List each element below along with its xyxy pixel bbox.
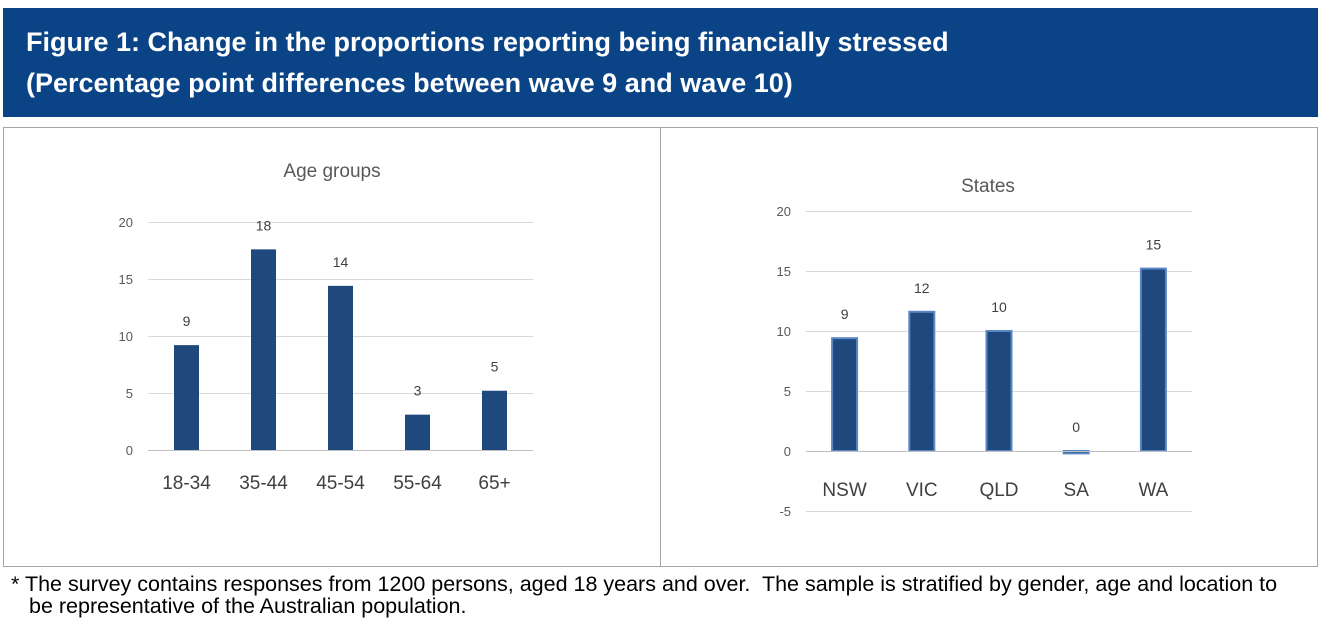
age-groups-bar-18-34 — [174, 345, 199, 450]
age-groups-bar-65-plus — [482, 390, 507, 450]
states-bar-qld — [985, 330, 1013, 452]
states-y-tick-label: 5 — [784, 384, 791, 399]
states-y-tick-label: 20 — [777, 204, 791, 219]
states-category-label-nsw: NSW — [822, 480, 866, 501]
age-groups-category-label-35-44: 35-44 — [239, 473, 288, 494]
states-category-label-sa: SA — [1064, 480, 1090, 501]
states-category-label-wa: WA — [1138, 480, 1168, 501]
figure-title: Figure 1: Change in the proportions repo… — [26, 27, 949, 57]
age-groups-y-tick-label: 5 — [126, 386, 133, 401]
charts-panel-divider — [660, 127, 661, 567]
age-groups-y-tick-label: 20 — [119, 215, 133, 230]
age-groups-chart-title: Age groups — [283, 161, 380, 182]
states-category-label-qld: QLD — [979, 480, 1018, 501]
states-data-label-qld: 10 — [991, 299, 1007, 315]
footnote-line-2: be representative of the Australian popu… — [29, 594, 467, 618]
age-groups-bar-45-54 — [328, 285, 353, 450]
states-bar-nsw — [831, 337, 859, 453]
age-groups-category-label-18-34: 18-34 — [162, 473, 211, 494]
footnote-line-1: * The survey contains responses from 120… — [11, 572, 1278, 596]
age-groups-y-tick-label: 10 — [119, 329, 133, 344]
states-chart: States -5 0 5 10 15 20 9 NSW 12 VIC 10 QLD 0 SA 15 WA — [777, 176, 1192, 519]
age-groups-bar-35-44 — [251, 249, 276, 450]
age-groups-category-label-45-54: 45-54 — [316, 473, 365, 494]
age-groups-data-label-35-44: 18 — [256, 217, 272, 233]
age-groups-category-label-65-plus: 65+ — [478, 473, 510, 494]
states-y-tick-label: 10 — [777, 324, 791, 339]
states-data-label-sa: 0 — [1072, 419, 1080, 435]
age-groups-data-label-45-54: 14 — [333, 254, 349, 270]
age-groups-data-label-55-64: 3 — [414, 383, 422, 399]
states-y-tick-label: 0 — [784, 444, 791, 459]
age-groups-chart: Age groups 0 5 10 15 20 9 18-34 18 35-44 14 45-54 3 5… — [119, 161, 533, 494]
states-chart-title: States — [961, 176, 1015, 197]
states-category-label-vic: VIC — [906, 480, 938, 501]
figure-subtitle: (Percentage point differences between wa… — [26, 68, 793, 98]
states-data-label-vic: 12 — [914, 280, 930, 296]
figure-header: Figure 1: Change in the proportions repo… — [3, 8, 1318, 117]
age-groups-bar-55-64 — [405, 414, 430, 450]
states-data-label-nsw: 9 — [841, 306, 849, 322]
age-groups-data-label-18-34: 9 — [183, 313, 191, 329]
states-bar-wa — [1139, 267, 1167, 452]
age-groups-category-label-55-64: 55-64 — [393, 473, 442, 494]
states-y-tick-label: -5 — [779, 504, 791, 519]
states-data-label-wa: 15 — [1146, 237, 1162, 253]
states-y-tick-label: 15 — [777, 264, 791, 279]
age-groups-y-tick-label: 15 — [119, 272, 133, 287]
age-groups-y-tick-label: 0 — [126, 443, 133, 458]
age-groups-data-label-65-plus: 5 — [491, 359, 499, 375]
states-bar-vic — [908, 310, 936, 452]
